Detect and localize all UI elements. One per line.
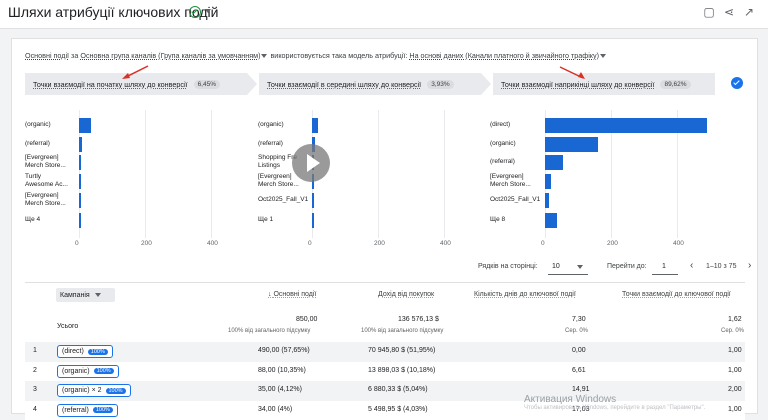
revenue-cell: 70 945,80 $ (51,95%) <box>368 347 435 354</box>
bar-label: [Evergreen] Merch Store... <box>490 173 531 188</box>
days-cell: 6,61 <box>572 367 586 374</box>
campaign-chip[interactable]: (direct)100% <box>57 345 113 358</box>
total-label: Усього <box>57 323 78 330</box>
total-days-sub: Сер. 0% <box>565 328 588 334</box>
share-badge: 100% <box>88 349 108 355</box>
bar[interactable] <box>79 213 81 228</box>
bar[interactable] <box>545 174 551 189</box>
rows-dropdown-icon <box>577 265 583 269</box>
total-touch: 1,62 <box>728 316 742 323</box>
campaign-dimension-button[interactable]: Кампанія <box>56 288 115 302</box>
gridline <box>145 110 146 238</box>
bar[interactable] <box>312 118 318 133</box>
total-revenue-sub: 100% від загального підсумку <box>361 328 443 334</box>
col-touch-header[interactable]: Точки взаємодії до ключової події <box>622 291 731 298</box>
col-revenue-header[interactable]: Дохід від покупок <box>378 291 434 298</box>
total-days: 7,30 <box>572 316 586 323</box>
bar[interactable] <box>79 118 91 133</box>
share-badge: 100% <box>106 388 126 394</box>
share-badge: 100% <box>94 368 114 374</box>
windows-watermark: Активация Windows <box>524 394 616 405</box>
row-number: 3 <box>33 386 37 393</box>
rows-per-page-label: Рядків на сторінці: <box>478 263 538 270</box>
bar[interactable] <box>79 137 82 152</box>
page-range: 1–10 з 75 <box>706 263 736 270</box>
events-cell: 34,00 (4%) <box>258 406 292 413</box>
bar[interactable] <box>545 213 557 228</box>
days-cell: 14,91 <box>572 386 590 393</box>
bar[interactable] <box>312 213 314 228</box>
revenue-cell: 6 880,33 $ (5,04%) <box>368 386 428 393</box>
bar[interactable] <box>545 155 563 170</box>
gridline <box>444 110 445 238</box>
campaign-dropdown-icon <box>95 293 101 297</box>
goto-page-input[interactable]: 1 <box>652 260 678 275</box>
events-cell: 35,00 (4,12%) <box>258 386 302 393</box>
divider <box>25 282 745 283</box>
row-number: 2 <box>33 367 37 374</box>
bar-label: (organic) <box>25 121 51 129</box>
prev-page-icon[interactable]: ‹ <box>690 260 693 271</box>
bar-label: Oct2025_Fall_V1 <box>490 196 540 204</box>
bar-label: Oct2025_Fall_V1 <box>258 196 308 204</box>
share-badge: 100% <box>93 407 113 413</box>
bar-label: Ще 1 <box>258 216 273 224</box>
events-cell: 88,00 (10,35%) <box>258 367 306 374</box>
total-revenue: 136 576,13 $ <box>398 316 439 323</box>
axis-tick-label: 0 <box>541 240 545 247</box>
col-days-header[interactable]: Кількість днів до ключової події <box>474 291 576 298</box>
bar-label: Ще 4 <box>25 216 40 224</box>
gridline <box>211 110 212 238</box>
bar[interactable] <box>79 155 81 170</box>
row-number: 1 <box>33 347 37 354</box>
axis-tick-label: 400 <box>207 240 218 247</box>
bar-label: Turtly Awesome Ac... <box>25 173 68 188</box>
bar[interactable] <box>79 193 81 208</box>
revenue-cell: 13 898,03 $ (10,18%) <box>368 367 435 374</box>
bar-label: (direct) <box>490 121 510 129</box>
bar-label: (organic) <box>258 121 284 129</box>
axis-tick-label: 400 <box>673 240 684 247</box>
axis-tick-label: 200 <box>607 240 618 247</box>
touch-cell: 1,00 <box>728 367 742 374</box>
bar-label: Ще 8 <box>490 216 505 224</box>
bar-label: (organic) <box>490 140 516 148</box>
axis-tick-label: 0 <box>75 240 79 247</box>
bar-label: [Evergreen] Merch Store... <box>25 192 66 207</box>
axis-tick-label: 200 <box>141 240 152 247</box>
next-page-icon[interactable]: › <box>748 260 751 271</box>
bar[interactable] <box>545 118 707 133</box>
revenue-cell: 5 498,95 $ (4,03%) <box>368 406 428 413</box>
bar-label: [Evergreen] Merch Store... <box>258 173 299 188</box>
bar[interactable] <box>312 193 314 208</box>
campaign-chip[interactable]: (organic)100% <box>57 365 119 378</box>
bar[interactable] <box>79 174 81 189</box>
touch-cell: 2,00 <box>728 386 742 393</box>
bar-label: (referral) <box>490 158 515 166</box>
total-events: 850,00 <box>296 316 317 323</box>
play-overlay-icon[interactable] <box>292 144 330 182</box>
axis-tick-label: 400 <box>440 240 451 247</box>
bar-label: (referral) <box>25 140 50 148</box>
bar-label: (referral) <box>258 140 283 148</box>
bar[interactable] <box>545 137 598 152</box>
row-number: 4 <box>33 406 37 413</box>
total-touch-sub: Сер. 0% <box>721 328 744 334</box>
days-cell: 0,00 <box>572 347 586 354</box>
col-events-header[interactable]: ↓ Основні події <box>268 291 316 298</box>
touch-cell: 1,00 <box>728 347 742 354</box>
goto-label: Перейти до: <box>607 263 647 270</box>
gridline <box>378 110 379 238</box>
touch-cell: 1,00 <box>728 406 742 413</box>
windows-watermark-sub: Чтобы активировать Windows, перейдите в … <box>524 405 705 411</box>
rows-per-page-select[interactable]: 10 <box>548 260 588 275</box>
events-cell: 490,00 (57,65%) <box>258 347 310 354</box>
axis-tick-label: 0 <box>308 240 312 247</box>
bar[interactable] <box>545 193 549 208</box>
campaign-chip[interactable]: (referral)100% <box>57 404 118 417</box>
total-events-sub: 100% від загального підсумку <box>228 328 310 334</box>
bar-label: [Evergreen] Merch Store... <box>25 154 66 169</box>
axis-tick-label: 200 <box>374 240 385 247</box>
